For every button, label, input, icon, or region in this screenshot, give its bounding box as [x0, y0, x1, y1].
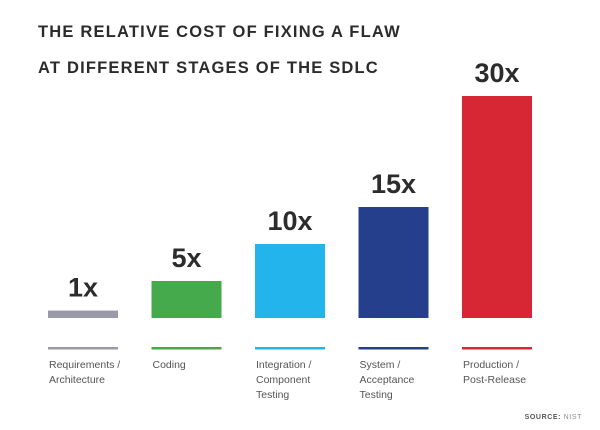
- category-label-3-line-3: Testing: [256, 389, 289, 401]
- category-rule-1: [48, 347, 118, 350]
- bar-5: [462, 96, 532, 318]
- bar-value-label-3: 10x: [267, 206, 312, 236]
- bar-1: [48, 310, 118, 318]
- category-rule-4: [358, 347, 429, 350]
- bar-2: [151, 281, 222, 318]
- bar-value-label-1: 1x: [68, 273, 98, 303]
- category-label-4-line-3: Testing: [360, 389, 393, 401]
- chart-title-line-2: AT DIFFERENT STAGES OF THE SDLC: [38, 59, 379, 77]
- source-note: SOURCE: NIST: [525, 414, 582, 421]
- bar-value-label-2: 5x: [171, 243, 201, 273]
- category-rule-3: [255, 347, 325, 350]
- category-rule-2: [151, 347, 222, 350]
- source-label: SOURCE:: [524, 414, 562, 421]
- category-label-4-line-1: System /: [360, 359, 401, 371]
- category-label-3-line-2: Component: [256, 374, 310, 386]
- category-label-3-line-1: Integration /: [256, 359, 312, 371]
- category-label-5-line-2: Post-Release: [463, 374, 526, 386]
- source-value: NIST: [563, 414, 582, 421]
- bar-value-label-5: 30x: [474, 58, 519, 88]
- bar-value-label-4: 15x: [371, 169, 416, 199]
- category-label-2-line-1: Coding: [153, 359, 186, 371]
- category-label-5-line-1: Production /: [463, 359, 519, 371]
- category-label-1-line-2: Architecture: [49, 374, 105, 386]
- bar-4: [358, 207, 429, 318]
- chart-title-line-1: THE RELATIVE COST OF FIXING A FLAW: [38, 23, 401, 41]
- bar-3: [255, 244, 325, 318]
- category-label-1-line-1: Requirements /: [49, 359, 120, 371]
- category-rule-5: [462, 347, 532, 350]
- category-label-4-line-2: Acceptance: [360, 374, 415, 386]
